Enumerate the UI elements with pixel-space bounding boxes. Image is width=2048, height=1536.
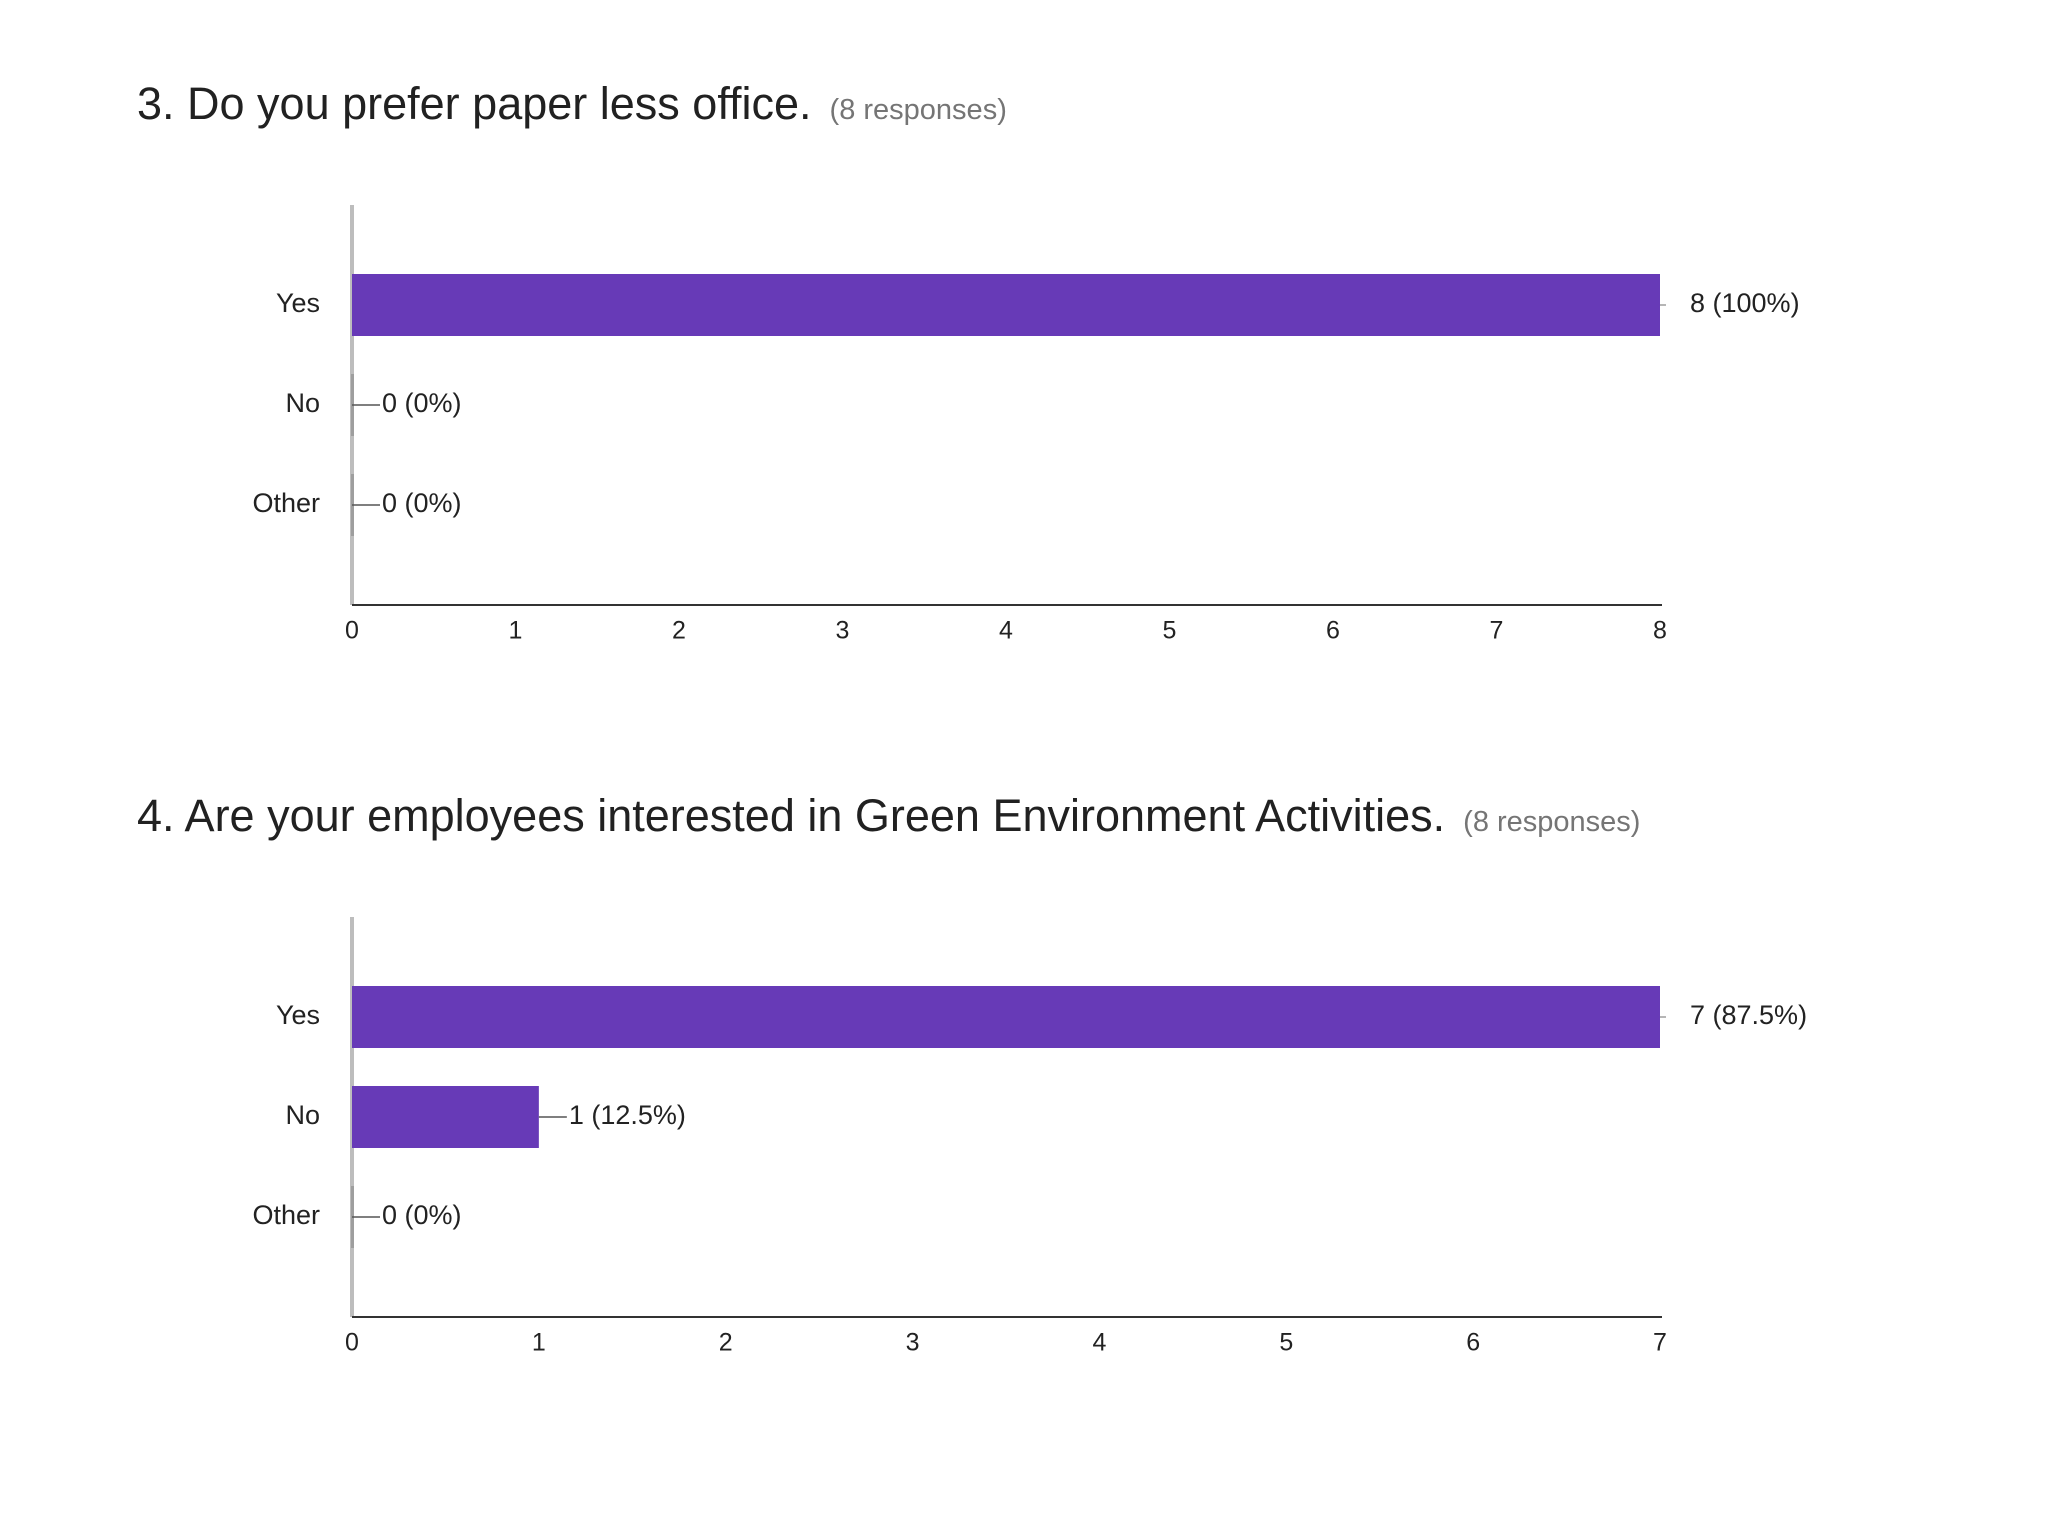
value-label: 1 (12.5%) bbox=[569, 1100, 686, 1130]
response-count: (8 responses) bbox=[829, 94, 1007, 126]
category-label: No bbox=[285, 388, 320, 418]
x-tick-label: 1 bbox=[532, 1329, 546, 1357]
category-label: No bbox=[285, 1100, 320, 1130]
x-tick-label: 7 bbox=[1490, 617, 1504, 645]
x-tick-label: 4 bbox=[999, 617, 1013, 645]
x-tick-label: 5 bbox=[1279, 1329, 1293, 1357]
x-tick-label: 2 bbox=[719, 1329, 733, 1357]
category-label: Other bbox=[252, 488, 320, 518]
x-tick-label: 3 bbox=[906, 1329, 920, 1357]
x-tick-label: 3 bbox=[836, 617, 850, 645]
x-tick-label: 0 bbox=[345, 1329, 359, 1357]
x-tick-label: 1 bbox=[509, 617, 523, 645]
value-label: 0 (0%) bbox=[382, 1200, 462, 1230]
x-tick-label: 6 bbox=[1326, 617, 1340, 645]
bar bbox=[352, 274, 1660, 336]
value-label: 0 (0%) bbox=[382, 488, 462, 518]
x-tick-label: 4 bbox=[1092, 1329, 1106, 1357]
bar-chart-question-4: 0 1 2 3 4 5 6 7 Yes 7 (87.5%) No 1 (12.5%) Other 0 (0… bbox=[252, 917, 1807, 1357]
value-label: 7 (87.5%) bbox=[1690, 1000, 1807, 1030]
question-header: 3. Do you prefer paper less office. (8 re… bbox=[137, 78, 1007, 130]
category-label: Yes bbox=[276, 288, 320, 318]
question-title: 3. Do you prefer paper less office. bbox=[137, 78, 812, 129]
category-label: Yes bbox=[276, 1000, 320, 1030]
x-tick-label: 7 bbox=[1653, 1329, 1667, 1357]
response-count: (8 responses) bbox=[1463, 806, 1641, 838]
x-tick-label: 0 bbox=[345, 617, 359, 645]
value-label: 0 (0%) bbox=[382, 388, 462, 418]
x-tick-label: 6 bbox=[1466, 1329, 1480, 1357]
question-header: 4. Are your employees interested in Gree… bbox=[137, 790, 1640, 842]
value-label: 8 (100%) bbox=[1690, 288, 1800, 318]
bar bbox=[352, 1086, 539, 1148]
bar bbox=[352, 986, 1660, 1048]
x-tick-label: 8 bbox=[1653, 617, 1667, 645]
x-tick-label: 2 bbox=[672, 617, 686, 645]
x-tick-label: 5 bbox=[1163, 617, 1177, 645]
category-label: Other bbox=[252, 1200, 320, 1230]
bar-chart-question-3: 0 1 2 3 4 5 6 7 8 Yes 8 (100%) No 0 (0%) Other 0 (0%) bbox=[252, 205, 1800, 645]
question-title: 4. Are your employees interested in Gree… bbox=[137, 790, 1446, 841]
